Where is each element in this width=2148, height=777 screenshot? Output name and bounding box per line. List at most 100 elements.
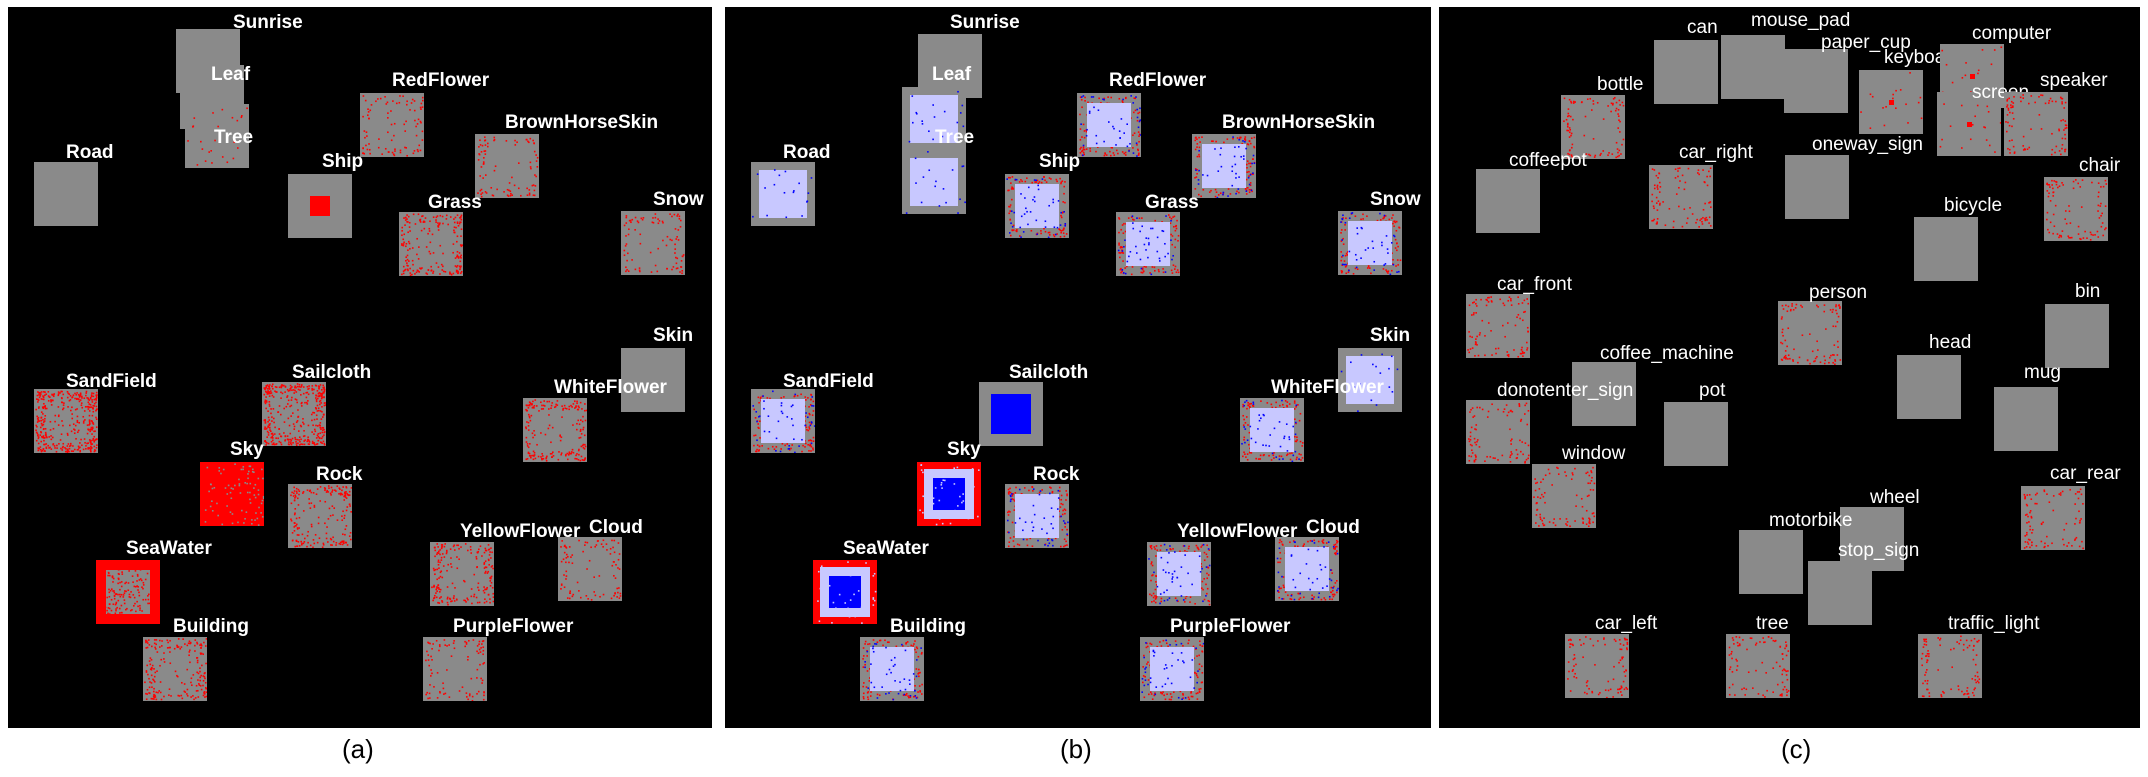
patch-texture	[908, 90, 965, 143]
patch-car-left	[1565, 634, 1629, 698]
label-grass: Grass	[428, 192, 482, 213]
patch-stop-sign	[1808, 561, 1872, 625]
label-brownhorseskin: BrownHorseSkin	[1222, 112, 1376, 133]
label-bottle: bottle	[1597, 74, 1644, 95]
patch-building	[143, 637, 207, 701]
label-rock: Rock	[1033, 464, 1080, 485]
label-sandfield: SandField	[66, 371, 157, 392]
patch-texture	[1654, 40, 1718, 104]
label-pot: pot	[1699, 380, 1726, 401]
label-sunrise: Sunrise	[233, 12, 303, 33]
label-car-front: car_front	[1497, 274, 1572, 295]
label-ship: Ship	[1039, 151, 1081, 172]
patch-texture	[1079, 95, 1141, 157]
patch-bicycle	[1914, 217, 1978, 281]
label-tree: Tree	[935, 127, 975, 148]
patch-rock	[1005, 484, 1069, 548]
patch-bin	[2045, 304, 2109, 368]
patch-oneway-sign	[1785, 155, 1849, 219]
label-whiteflower: WhiteFlower	[1271, 377, 1384, 398]
patch-texture	[263, 383, 326, 446]
patch-texture	[2005, 94, 2068, 156]
patch-texture	[1467, 296, 1530, 358]
patch-purpleflower	[423, 637, 487, 701]
patch-sky	[917, 462, 981, 526]
panel-a: Sunrise Leaf Tree RedFlower BrownHorseSkin Ro…	[8, 7, 712, 728]
patch-texture	[1340, 212, 1402, 275]
patch-sky	[200, 462, 264, 526]
patch-texture	[431, 543, 494, 606]
patch-car-rear	[2021, 486, 2085, 550]
label-sailcloth: Sailcloth	[1009, 362, 1089, 383]
patch-road	[751, 162, 815, 226]
patch-texture	[1651, 167, 1712, 229]
patch-wheel	[1840, 507, 1904, 571]
patch-texture	[1476, 169, 1540, 233]
label-bicycle: bicycle	[1944, 195, 2003, 216]
patch-texture	[1914, 217, 1978, 281]
label-wheel: wheel	[1870, 487, 1920, 508]
patch-building	[860, 637, 924, 701]
patch-grass	[1116, 212, 1180, 276]
patch-car-front	[1466, 294, 1530, 358]
patch-texture	[1728, 636, 1790, 698]
patch-texture	[1007, 486, 1069, 548]
patch-redflower	[360, 93, 424, 157]
panel-c: can mouse_pad paper_cup keyboard computer scr…	[1439, 7, 2140, 728]
patch-grass	[399, 212, 463, 276]
label-person: person	[1809, 282, 1868, 303]
patch-texture	[752, 169, 813, 219]
patch-texture	[1276, 539, 1339, 601]
patch-cloud	[558, 537, 622, 601]
patch-texture	[1860, 72, 1923, 129]
label-bin: bin	[2075, 281, 2101, 302]
label-skin: Skin	[653, 325, 694, 346]
label-yellowflower: YellowFlower	[460, 521, 581, 542]
patch-keyboard	[1859, 70, 1923, 134]
caption-c: (c)	[1781, 734, 1812, 764]
label-sandfield: SandField	[783, 371, 874, 392]
label-traffic-light: traffic_light	[1948, 613, 2040, 634]
patch-texture	[34, 162, 98, 226]
patch-texture	[905, 151, 966, 214]
patch-texture	[1664, 402, 1728, 466]
label-snow: Snow	[653, 189, 704, 210]
patch-person	[1778, 301, 1842, 365]
label-head: head	[1929, 332, 1972, 353]
label-road: Road	[783, 142, 831, 163]
label-ship: Ship	[322, 151, 364, 172]
patch-texture	[1785, 155, 1849, 219]
patch-car-right	[1649, 165, 1713, 229]
patch-texture	[1567, 636, 1629, 698]
label-tree: Tree	[214, 127, 254, 148]
patch-head	[1897, 355, 1961, 419]
label-brownhorseskin: BrownHorseSkin	[505, 112, 659, 133]
label-tree: tree	[1756, 613, 1789, 634]
label-coffeepot: coffeepot	[1509, 150, 1587, 171]
patch-cloud	[1275, 537, 1339, 601]
patch-texture	[1006, 176, 1068, 238]
label-seawater: SeaWater	[843, 538, 929, 559]
label-sky: Sky	[230, 439, 264, 460]
label-car-right: car_right	[1679, 142, 1753, 163]
label-skin: Skin	[1370, 325, 1411, 346]
patch-texture	[1241, 399, 1304, 462]
patch-texture	[1117, 214, 1180, 276]
patch-texture	[1920, 635, 1981, 698]
label-cloud: Cloud	[589, 517, 643, 538]
label-sailcloth: Sailcloth	[292, 362, 372, 383]
patch-pot	[1664, 402, 1728, 466]
patch-chair	[2044, 177, 2108, 241]
patch-texture	[560, 539, 622, 601]
patch-texture	[1533, 466, 1596, 528]
patch-texture	[1939, 103, 2001, 153]
patch-skin	[1338, 348, 1402, 412]
label-building: Building	[173, 616, 249, 637]
patch-redflower	[1077, 93, 1141, 157]
patch-texture	[991, 394, 1031, 434]
patch-texture	[1780, 303, 1842, 365]
patch-mug	[1994, 387, 2058, 451]
label-car-left: car_left	[1595, 613, 1658, 634]
patch-tree	[1726, 634, 1790, 698]
patch-donotenter-sign	[1466, 400, 1530, 464]
